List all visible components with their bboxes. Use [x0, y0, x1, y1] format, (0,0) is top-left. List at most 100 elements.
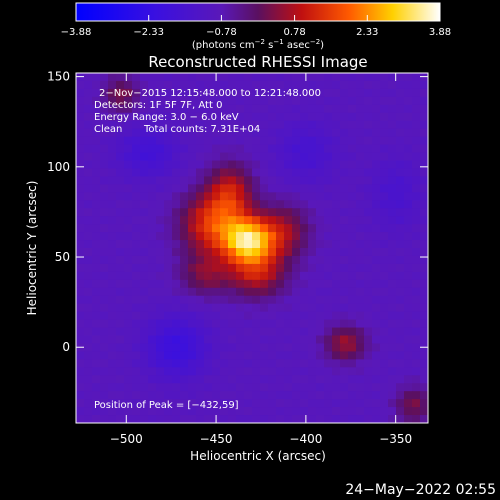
heatmap-cell	[388, 80, 397, 90]
heatmap-cell	[124, 200, 133, 209]
heatmap-cell	[204, 335, 213, 345]
heatmap-cell	[268, 80, 277, 90]
heatmap-cell	[308, 208, 317, 217]
heatmap-cell	[316, 367, 325, 376]
heatmap-cell	[148, 88, 157, 98]
heatmap-cell	[108, 240, 117, 249]
heatmap-cell	[300, 303, 309, 313]
heatmap-cell	[204, 144, 213, 154]
heatmap-cell	[308, 367, 317, 376]
heatmap-cell	[236, 319, 245, 329]
heatmap-cell	[236, 96, 245, 106]
heatmap-cell	[340, 319, 349, 329]
heatmap-cell	[100, 144, 109, 154]
heatmap-cell	[412, 160, 421, 170]
heatmap-cell	[332, 224, 341, 233]
heatmap-cell	[260, 184, 269, 193]
heatmap-cell	[332, 240, 341, 249]
heatmap-cell	[396, 88, 405, 98]
heatmap-cell	[388, 407, 397, 416]
heatmap-cell	[140, 240, 149, 249]
heatmap-cell	[364, 144, 373, 154]
heatmap-cell	[156, 248, 165, 257]
heatmap-cell	[252, 287, 261, 297]
heatmap-cell	[308, 311, 317, 321]
heatmap-cell	[196, 287, 205, 297]
heatmap-cell	[300, 295, 309, 305]
heatmap-cell	[244, 287, 253, 297]
heatmap-cell	[268, 216, 277, 225]
heatmap-cell	[92, 168, 101, 177]
heatmap-cell	[132, 295, 141, 305]
heatmap-cell	[228, 184, 237, 193]
heatmap-cell	[164, 104, 173, 114]
heatmap-cell	[244, 192, 253, 201]
heatmap-cell	[324, 128, 333, 138]
heatmap-cell	[372, 240, 381, 249]
heatmap-cell	[292, 255, 301, 265]
heatmap-cell	[324, 319, 333, 329]
heatmap-cell	[380, 415, 389, 423]
heatmap-cell	[92, 144, 101, 154]
heatmap-cell	[204, 375, 213, 384]
heatmap-cell	[236, 303, 245, 313]
heatmap-cell	[340, 351, 349, 360]
heatmap-cell	[364, 192, 373, 201]
heatmap-cell	[140, 263, 149, 273]
heatmap-cell	[388, 391, 397, 400]
heatmap-cell	[276, 311, 285, 321]
heatmap-cell	[364, 88, 373, 98]
heatmap-cell	[420, 152, 428, 162]
heatmap-cell	[388, 224, 397, 233]
heatmap-cell	[180, 271, 189, 281]
heatmap-cell	[356, 295, 365, 305]
heatmap-cell	[324, 208, 333, 217]
heatmap-cell	[308, 407, 317, 416]
heatmap-cell	[212, 232, 221, 241]
heatmap-cell	[340, 168, 349, 177]
heatmap-cell	[108, 367, 117, 376]
heatmap-cell	[292, 335, 301, 345]
heatmap-cell	[220, 136, 229, 146]
heatmap-cell	[148, 271, 157, 281]
heatmap-cell	[340, 343, 349, 352]
heatmap-cell	[324, 200, 333, 209]
footer-timestamp: 24−May−2022 02:55	[345, 482, 496, 498]
heatmap-cell	[148, 224, 157, 233]
heatmap-cell	[356, 136, 365, 146]
heatmap-cell	[372, 335, 381, 345]
heatmap-cell	[196, 184, 205, 193]
heatmap-cell	[364, 319, 373, 329]
heatmap-cell	[372, 104, 381, 114]
heatmap-cell	[180, 279, 189, 289]
heatmap-cell	[412, 263, 421, 273]
heatmap-cell	[212, 255, 221, 265]
heatmap-cell	[76, 73, 85, 82]
heatmap-cell	[252, 383, 261, 392]
heatmap-cell	[412, 200, 421, 209]
heatmap-cell	[100, 295, 109, 305]
heatmap-cell	[420, 73, 428, 82]
heatmap-cell	[164, 295, 173, 305]
heatmap-cell	[412, 128, 421, 138]
heatmap-cell	[108, 415, 117, 423]
heatmap-cell	[244, 407, 253, 416]
heatmap-cell	[196, 224, 205, 233]
heatmap-cell	[172, 351, 181, 360]
heatmap-cell	[364, 263, 373, 273]
heatmap-cell	[76, 240, 85, 249]
heatmap-cell	[260, 415, 269, 423]
heatmap-cell	[172, 415, 181, 423]
heatmap-cell	[172, 224, 181, 233]
heatmap-cell	[180, 351, 189, 360]
heatmap-cell	[188, 192, 197, 201]
heatmap-cell	[364, 279, 373, 289]
heatmap-cell	[140, 104, 149, 114]
heatmap-cell	[92, 112, 101, 122]
heatmap-cell	[188, 391, 197, 400]
heatmap-cell	[340, 104, 349, 114]
heatmap-cell	[404, 271, 413, 281]
heatmap-cell	[132, 311, 141, 321]
heatmap-cell	[300, 367, 309, 376]
heatmap-cell	[308, 96, 317, 106]
